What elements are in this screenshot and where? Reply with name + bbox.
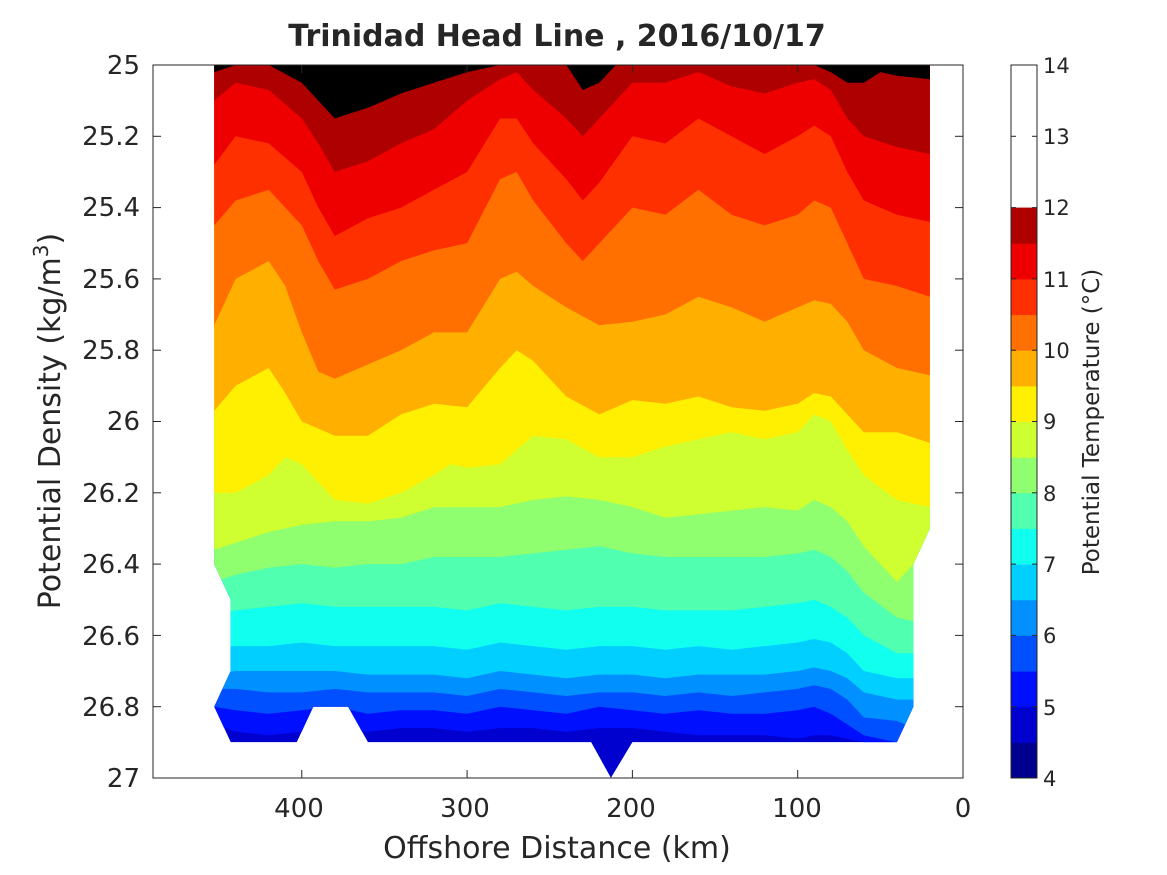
colorbar-segment-8.5 bbox=[1011, 421, 1037, 458]
colorbar-label: Potential Temperature (°C) bbox=[1079, 269, 1105, 576]
colorbar-tick-label-6: 6 bbox=[1043, 624, 1056, 648]
x-tick-label-100: 100 bbox=[772, 794, 822, 824]
colorbar-tick-label-5: 5 bbox=[1043, 696, 1056, 720]
colorbar-segment-7.5 bbox=[1011, 492, 1037, 529]
contour-fills bbox=[214, 65, 930, 778]
y-tick-label-27: 27 bbox=[107, 764, 140, 794]
colorbar-segment-9 bbox=[1011, 385, 1037, 422]
y-axis-label-main: Potential Density (kg/m bbox=[33, 257, 68, 609]
contour-band-12.5 bbox=[214, 65, 930, 94]
colorbar-tick-label-13: 13 bbox=[1043, 125, 1070, 149]
colorbar-segment-11.5 bbox=[1011, 207, 1037, 244]
colorbar-segment-6 bbox=[1011, 599, 1037, 636]
colorbar-tick-label-9: 9 bbox=[1043, 410, 1056, 434]
x-tick-labels: 400 300 200 100 0 bbox=[274, 794, 971, 824]
colorbar-tick-labels: 4 5 6 7 8 9 10 11 12 13 14 bbox=[1043, 54, 1070, 791]
contour-band-11.5 bbox=[214, 65, 930, 172]
colorbar-segment-5.5 bbox=[1011, 635, 1037, 672]
colorbar-tick-label-4: 4 bbox=[1043, 767, 1056, 791]
colorbar-segment-6.5 bbox=[1011, 564, 1037, 601]
colorbar bbox=[1010, 64, 1038, 779]
x-axis-label: Offshore Distance (km) bbox=[383, 831, 731, 866]
y-tick-label-25-6: 25.6 bbox=[82, 265, 140, 295]
y-tick-label-26-8: 26.8 bbox=[82, 693, 140, 723]
plot-area bbox=[152, 64, 964, 779]
colorbar-segment-4.5 bbox=[1011, 706, 1037, 743]
x-tick-label-300: 300 bbox=[440, 794, 490, 824]
y-tick-label-25-8: 25.8 bbox=[82, 336, 140, 366]
colorbar-tick-label-14: 14 bbox=[1043, 54, 1070, 78]
x-tick-label-0: 0 bbox=[955, 794, 972, 824]
colorbar-segment-5 bbox=[1011, 671, 1037, 708]
colorbar-tick-label-10: 10 bbox=[1043, 339, 1070, 363]
colorbar-tick-label-8: 8 bbox=[1043, 482, 1056, 506]
y-tick-label-25-4: 25.4 bbox=[82, 193, 140, 223]
y-tick-label-26-2: 26.2 bbox=[82, 479, 140, 509]
colorbar-tick-label-7: 7 bbox=[1043, 553, 1056, 577]
y-axis-label: Potential Density (kg/m3) bbox=[29, 233, 68, 609]
y-axis-label-superscript: 3 bbox=[29, 244, 53, 257]
contour-band-13 bbox=[214, 65, 930, 80]
contour-band-12 bbox=[214, 65, 930, 119]
chart-title: Trinidad Head Line , 2016/10/17 bbox=[288, 19, 825, 54]
y-tick-labels: 25 25.2 25.4 25.6 25.8 26 26.2 26.4 26.6… bbox=[82, 51, 140, 794]
x-tick-label-200: 200 bbox=[606, 794, 656, 824]
y-tick-label-25-2: 25.2 bbox=[82, 122, 140, 152]
colorbar-segment-10.5 bbox=[1011, 278, 1037, 316]
colorbar-segment-9.5 bbox=[1011, 350, 1037, 387]
y-tick-label-26: 26 bbox=[107, 407, 140, 437]
x-tick-label-400: 400 bbox=[274, 794, 324, 824]
colorbar-segment-8 bbox=[1011, 457, 1037, 494]
y-tick-label-26-6: 26.6 bbox=[82, 622, 140, 652]
colorbar-tick-label-12: 12 bbox=[1043, 196, 1070, 220]
colorbar-segment-11 bbox=[1011, 243, 1037, 280]
colorbar-segment-10 bbox=[1011, 314, 1037, 351]
y-axis-label-suffix: ) bbox=[33, 233, 68, 245]
colorbar-segment-7 bbox=[1011, 528, 1037, 565]
colorbar-segment-4 bbox=[1011, 742, 1037, 779]
y-tick-label-25: 25 bbox=[107, 51, 140, 81]
y-tick-label-26-4: 26.4 bbox=[82, 550, 140, 580]
colorbar-tick-label-11: 11 bbox=[1043, 268, 1070, 292]
